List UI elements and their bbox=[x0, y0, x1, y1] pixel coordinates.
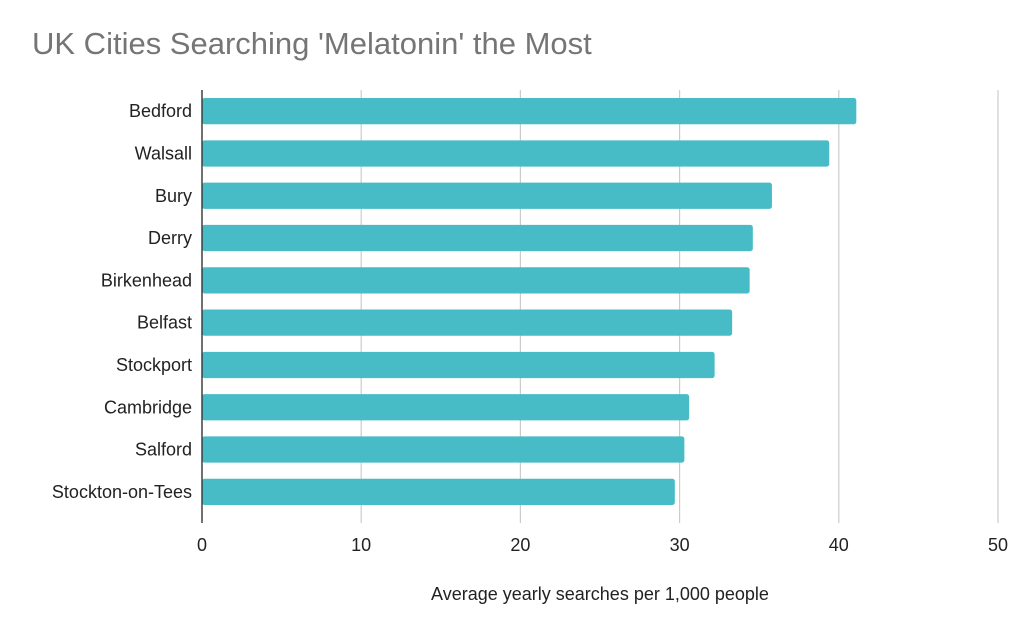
bar bbox=[202, 224, 753, 252]
tick-labels: 0 10 20 30 40 50 bbox=[197, 535, 1008, 555]
bar bbox=[202, 267, 750, 294]
x-tick-label: 20 bbox=[510, 535, 530, 555]
bar bbox=[202, 436, 685, 463]
bar bbox=[202, 351, 715, 379]
bar bbox=[202, 182, 772, 209]
category-labels: Bedford Walsall Bury Derry Birkenhead Belfast… bbox=[52, 101, 192, 502]
category-label: Derry bbox=[148, 228, 192, 248]
category-label: Cambridge bbox=[104, 397, 192, 417]
bars bbox=[202, 98, 857, 505]
category-label: Salford bbox=[135, 440, 192, 460]
x-axis-title: Average yearly searches per 1,000 people bbox=[431, 584, 769, 604]
category-label: Walsall bbox=[135, 143, 192, 163]
chart-title: UK Cities Searching 'Melatonin' the Most bbox=[32, 26, 592, 61]
x-tick-label: 10 bbox=[351, 535, 371, 555]
category-label: Stockport bbox=[116, 355, 192, 375]
category-label: Birkenhead bbox=[101, 270, 192, 290]
category-label: Bedford bbox=[129, 101, 192, 121]
x-tick-label: 30 bbox=[670, 535, 690, 555]
bar bbox=[202, 309, 733, 336]
x-tick-label: 0 bbox=[197, 535, 207, 555]
bar bbox=[202, 394, 690, 421]
bar bbox=[202, 478, 675, 505]
category-label: Belfast bbox=[137, 313, 192, 333]
bar bbox=[202, 98, 857, 125]
x-tick-label: 50 bbox=[988, 535, 1008, 555]
x-tick-label: 40 bbox=[829, 535, 849, 555]
bar bbox=[202, 140, 830, 167]
category-label: Stockton-on-Tees bbox=[52, 482, 192, 502]
category-label: Bury bbox=[155, 186, 192, 206]
